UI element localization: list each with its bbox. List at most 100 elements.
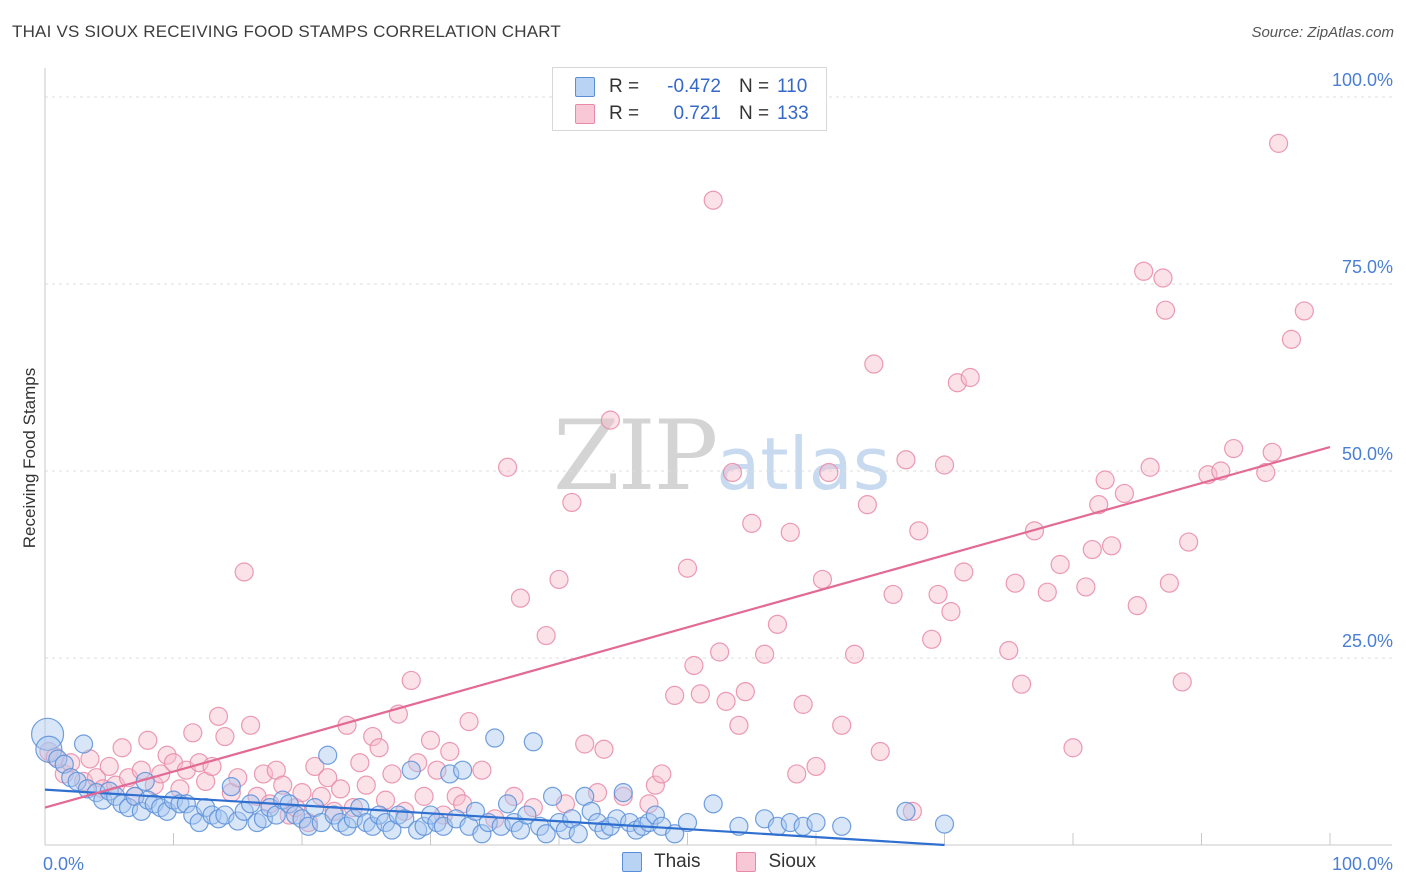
thais-r-value: -0.472 <box>667 76 721 97</box>
legend-item-sioux[interactable]: Sioux <box>736 851 816 873</box>
thais-point <box>253 809 274 829</box>
sioux-point <box>292 783 312 803</box>
sioux-point <box>305 756 325 777</box>
legend-item-thais[interactable]: Thais <box>622 851 700 873</box>
thais-point <box>806 812 826 833</box>
sioux-point <box>652 764 672 784</box>
sioux-point <box>498 457 518 477</box>
sioux-point <box>960 367 980 388</box>
sioux-point <box>363 726 383 747</box>
sioux-point <box>806 756 826 777</box>
watermark: ZIPatlas <box>553 400 890 512</box>
y-tick-label: 75.0% <box>1342 257 1393 277</box>
sioux-point <box>575 734 595 754</box>
sioux-point <box>684 655 704 676</box>
sioux-point <box>767 614 788 634</box>
sioux-point <box>819 462 839 483</box>
sioux-point <box>1076 577 1096 597</box>
sioux-point <box>677 558 698 578</box>
sioux-point <box>1011 674 1032 694</box>
sioux-point <box>844 644 865 664</box>
sioux-point <box>549 569 569 590</box>
sioux-point <box>665 685 685 706</box>
sioux-point <box>427 760 447 780</box>
sioux-point <box>536 625 556 646</box>
thais-point <box>934 814 955 834</box>
thais-point <box>620 812 640 833</box>
sioux-point <box>1140 457 1160 477</box>
sioux-point <box>318 768 338 788</box>
sioux-point <box>954 562 974 582</box>
thais-point <box>613 783 633 803</box>
sioux-point <box>446 786 466 806</box>
sioux-point <box>131 760 151 780</box>
sioux-point <box>742 513 762 533</box>
y-tick-label: 100.0% <box>1332 70 1393 90</box>
thais-point <box>221 777 241 797</box>
sioux-point <box>99 756 119 777</box>
sioux-point <box>787 764 807 784</box>
sioux-point <box>1114 483 1135 504</box>
thais-point <box>298 816 319 836</box>
sioux-point <box>440 741 460 762</box>
sioux-n-value: 133 <box>777 103 809 124</box>
sioux-point <box>1153 268 1173 288</box>
sioux-point <box>690 684 710 704</box>
sioux-point <box>112 738 132 758</box>
sioux-point <box>883 584 903 605</box>
thais-point <box>48 749 68 769</box>
sioux-point <box>722 462 743 483</box>
sioux-point <box>710 642 730 662</box>
sioux-swatch <box>575 104 595 124</box>
sioux-point <box>253 764 274 784</box>
sioux-point <box>1134 261 1154 281</box>
thais-point <box>324 805 344 825</box>
sioux-point <box>215 726 235 747</box>
x-tick-label: 100.0% <box>1332 854 1393 874</box>
sioux-point <box>703 190 723 210</box>
thais-point <box>414 816 434 836</box>
thais-point <box>170 794 190 814</box>
thais-point <box>440 764 460 784</box>
sioux-point <box>896 450 916 470</box>
thais-point <box>677 812 698 833</box>
sioux-r-value: 0.721 <box>673 103 721 124</box>
sioux-point <box>1063 738 1083 758</box>
sioux-point <box>311 786 331 806</box>
thais-legend-label: Thais <box>654 851 701 872</box>
sioux-point <box>1172 672 1192 692</box>
sioux-point <box>832 715 852 735</box>
y-axis-label: Receiving Food Stamps <box>20 367 39 549</box>
sioux-point <box>151 764 171 784</box>
thais-point <box>498 794 518 814</box>
chart-title: THAI VS SIOUX RECEIVING FOOD STAMPS CORR… <box>12 22 562 41</box>
sioux-point <box>999 640 1019 661</box>
thais-point <box>241 794 261 814</box>
y-tick-label: 50.0% <box>1342 444 1393 464</box>
thais-point <box>453 760 473 780</box>
sioux-point <box>273 775 293 795</box>
sioux-point <box>330 779 351 799</box>
sioux-point <box>812 569 833 590</box>
sioux-point <box>902 801 922 821</box>
thais-point <box>401 760 421 780</box>
sioux-legend-label: Sioux <box>768 851 816 872</box>
sioux-point <box>1159 573 1179 593</box>
thais-point <box>395 809 415 829</box>
sioux-point <box>1256 462 1276 483</box>
sioux-point <box>1050 554 1070 575</box>
x-tick-label: 0.0% <box>43 854 84 874</box>
sioux-point <box>922 629 942 649</box>
sioux-point <box>414 786 434 806</box>
sioux-point <box>157 745 177 765</box>
thais-point <box>485 728 505 748</box>
sioux-point <box>1082 539 1102 560</box>
thais-point <box>523 732 543 752</box>
sioux-point <box>61 753 81 773</box>
sioux-point <box>870 741 890 762</box>
thais-point <box>292 809 312 829</box>
thais-n-value: 110 <box>777 76 808 97</box>
watermark-atlas: atlas <box>716 422 891 506</box>
sioux-point <box>382 764 402 784</box>
thais-point <box>568 824 588 844</box>
